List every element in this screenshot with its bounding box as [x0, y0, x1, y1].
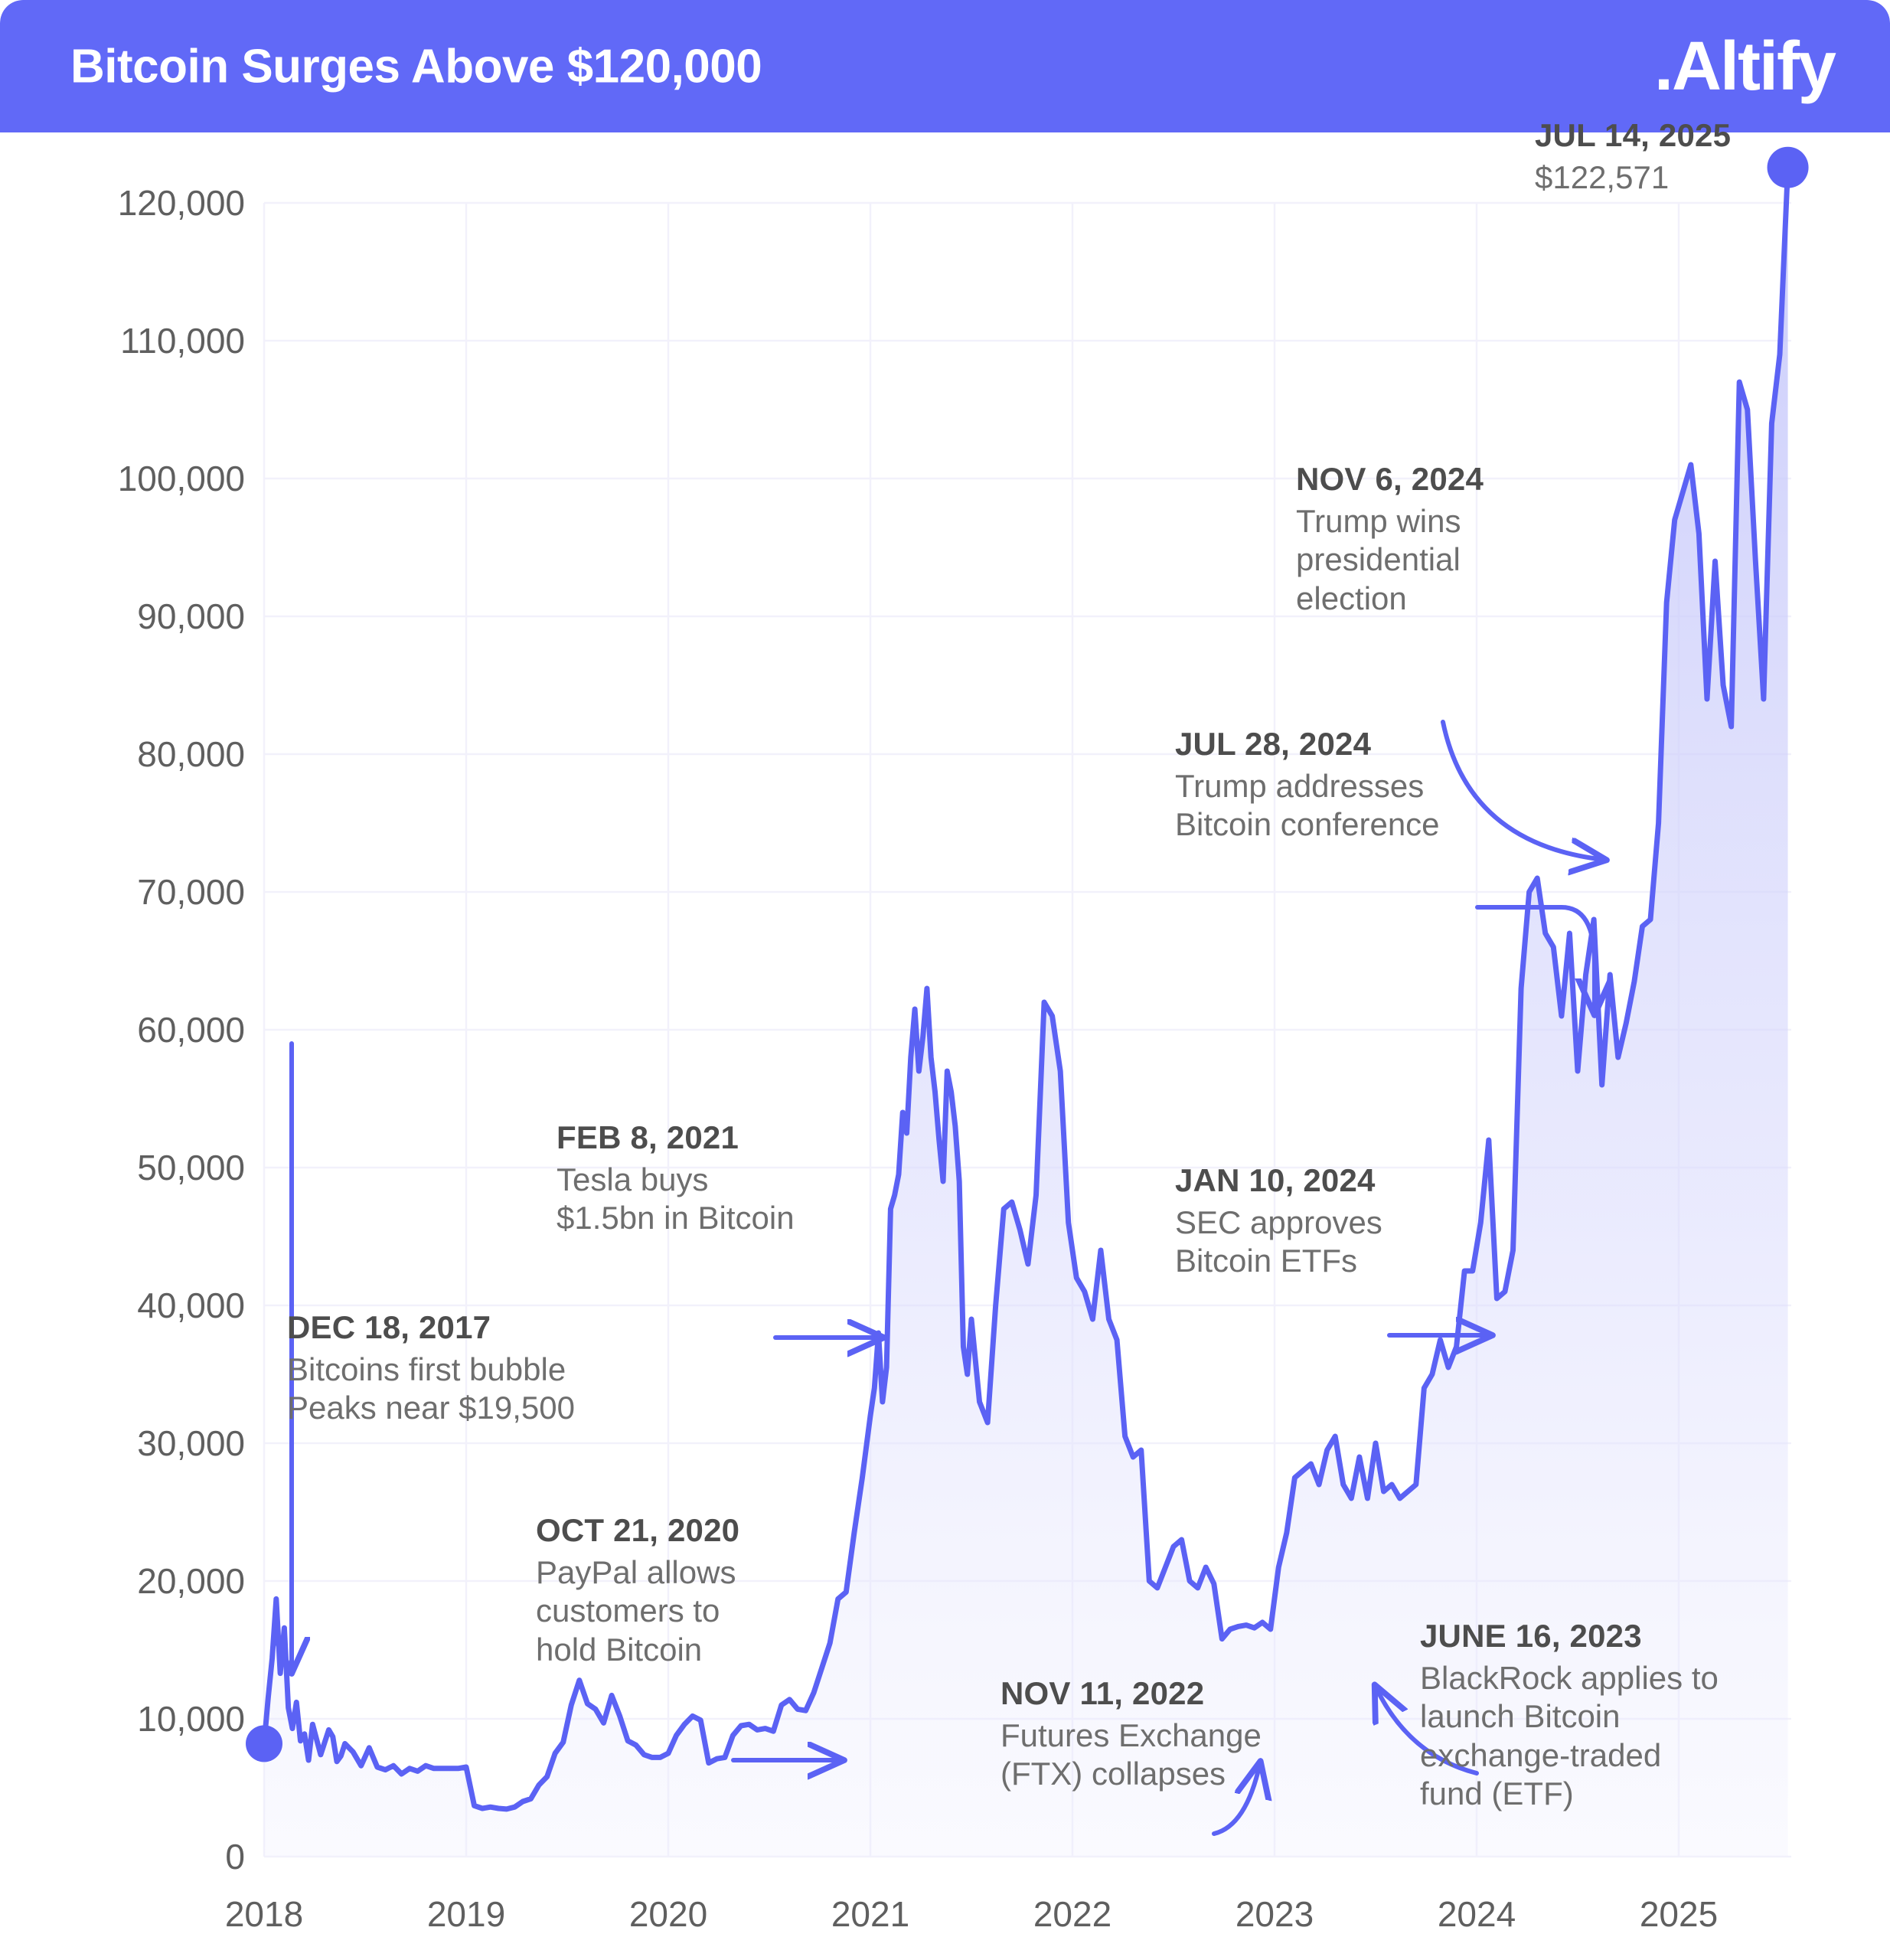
y-tick-70000: 70,000	[137, 872, 245, 912]
annotation-line: $122,571	[1535, 159, 1670, 196]
connector-june-16-2023	[1376, 1687, 1479, 1775]
annotation-line: exchange-traded	[1420, 1736, 1662, 1773]
annotation-date: JUL 28, 2024	[1175, 726, 1372, 762]
y-axis: 120,000 110,000 100,000 90,000 80,000 70…	[31, 132, 245, 1960]
y-tick-80000: 80,000	[137, 734, 245, 774]
annotation-connectors	[292, 720, 1604, 1836]
y-tick-30000: 30,000	[137, 1423, 245, 1463]
annotation-line: Bitcoins first bubble	[287, 1351, 566, 1388]
y-tick-120000: 120,000	[117, 183, 245, 223]
annotation-line: Bitcoin conference	[1175, 806, 1440, 843]
page-title: Bitcoin Surges Above $120,000	[70, 40, 762, 93]
y-tick-20000: 20,000	[137, 1561, 245, 1601]
annotation-body: Tesla buys $1.5bn in Bitcoin	[557, 1161, 795, 1238]
annotation-line: Tesla buys	[557, 1161, 709, 1198]
annotation-body: BlackRock applies to launch Bitcoin exch…	[1420, 1659, 1719, 1814]
x-tick-2022: 2022	[1033, 1894, 1112, 1934]
annotation-line: BlackRock applies to	[1420, 1660, 1719, 1697]
annotation-line: election	[1296, 580, 1407, 616]
x-tick-2025: 2025	[1639, 1894, 1719, 1934]
annotation-jul-28-2024: JUL 28, 2024 Trump addresses Bitcoin con…	[1175, 724, 1440, 844]
annotation-dec-18-2017: DEC 18, 2017 Bitcoins first bubble Peaks…	[287, 1308, 575, 1428]
x-tick-2021: 2021	[831, 1894, 910, 1934]
annotation-date: NOV 11, 2022	[1000, 1675, 1205, 1711]
page-header: Bitcoin Surges Above $120,000 .Altify	[0, 0, 1890, 132]
y-tick-10000: 10,000	[137, 1699, 245, 1739]
end-point-dot	[1767, 146, 1809, 188]
annotation-nov-11-2022: NOV 11, 2022 Futures Exchange (FTX) coll…	[1000, 1674, 1262, 1794]
annotation-line: presidential	[1296, 541, 1461, 578]
annotation-body: Futures Exchange (FTX) collapses	[1000, 1717, 1262, 1794]
annotation-nov-6-2024: NOV 6, 2024 Trump wins presidential elec…	[1296, 459, 1484, 618]
annotation-body: PayPal allows customers to hold Bitcoin	[536, 1553, 739, 1669]
bitcoin-price-area-chart	[246, 146, 1809, 1858]
annotation-body: Trump wins presidential election	[1296, 502, 1484, 618]
y-tick-110000: 110,000	[120, 321, 245, 361]
annotation-date: JUL 14, 2025	[1535, 117, 1732, 153]
annotation-feb-8-2021: FEB 8, 2021 Tesla buys $1.5bn in Bitcoin	[557, 1118, 795, 1238]
annotation-body: Bitcoins first bubble Peaks near $19,500	[287, 1351, 575, 1428]
connector-nov-6-2024	[1441, 720, 1604, 860]
annotation-body: $122,571	[1535, 158, 1731, 197]
annotation-date: JAN 10, 2024	[1175, 1162, 1376, 1198]
annotation-oct-21-2020: OCT 21, 2020 PayPal allows customers to …	[536, 1511, 739, 1669]
brand-name: .Altify	[1653, 28, 1836, 105]
annotation-june-16-2023: JUNE 16, 2023 BlackRock applies to launc…	[1420, 1616, 1719, 1814]
y-tick-40000: 40,000	[137, 1285, 245, 1325]
annotation-line: Futures Exchange	[1000, 1717, 1262, 1754]
annotation-line: (FTX) collapses	[1000, 1756, 1226, 1792]
y-tick-100000: 100,000	[117, 459, 245, 498]
annotation-date: OCT 21, 2020	[536, 1512, 740, 1548]
annotation-line: fund (ETF)	[1420, 1775, 1574, 1812]
x-tick-2019: 2019	[426, 1894, 506, 1934]
annotation-line: Trump addresses	[1175, 768, 1425, 805]
annotation-jan-10-2024: JAN 10, 2024 SEC approves Bitcoin ETFs	[1175, 1161, 1382, 1281]
annotation-date: NOV 6, 2024	[1296, 461, 1484, 497]
annotation-line: PayPal allows	[536, 1554, 736, 1591]
annotation-line: customers to	[536, 1592, 720, 1629]
annotation-body: Trump addresses Bitcoin conference	[1175, 767, 1440, 844]
price-line	[261, 165, 1791, 1812]
x-tick-2024: 2024	[1437, 1894, 1516, 1934]
annotation-line: Peaks near $19,500	[287, 1390, 575, 1426]
annotation-line: Bitcoin ETFs	[1175, 1243, 1358, 1279]
annotation-date: JUNE 16, 2023	[1420, 1618, 1642, 1654]
y-tick-60000: 60,000	[137, 1010, 245, 1050]
annotation-line: Trump wins	[1296, 503, 1461, 540]
connector-jul-28-2024	[1475, 905, 1595, 1013]
price-area-fill	[264, 167, 1788, 1857]
connector-nov-11-2022	[1212, 1763, 1260, 1836]
altify-logo: .Altify	[1653, 28, 1836, 105]
y-tick-50000: 50,000	[137, 1148, 245, 1187]
annotation-date: DEC 18, 2017	[287, 1309, 491, 1345]
x-tick-2020: 2020	[628, 1894, 708, 1934]
x-axis: 2018 2019 2020 2021 2022 2023 2024 2025	[0, 132, 1890, 1960]
annotation-line: SEC approves	[1175, 1204, 1382, 1241]
start-point-dot	[246, 1725, 282, 1762]
annotation-line: hold Bitcoin	[536, 1631, 703, 1668]
y-tick-90000: 90,000	[137, 596, 245, 636]
x-tick-2018: 2018	[224, 1894, 304, 1934]
x-tick-2023: 2023	[1235, 1894, 1314, 1934]
annotation-line: $1.5bn in Bitcoin	[557, 1200, 795, 1236]
annotation-date: FEB 8, 2021	[557, 1119, 739, 1155]
chart-plot-area: 120,000 110,000 100,000 90,000 80,000 70…	[0, 117, 1890, 1960]
y-tick-0: 0	[225, 1837, 245, 1877]
annotation-body: SEC approves Bitcoin ETFs	[1175, 1204, 1382, 1281]
annotation-line: launch Bitcoin	[1420, 1698, 1621, 1735]
annotation-jul-14-2025: JUL 14, 2025 $122,571	[1535, 116, 1731, 197]
